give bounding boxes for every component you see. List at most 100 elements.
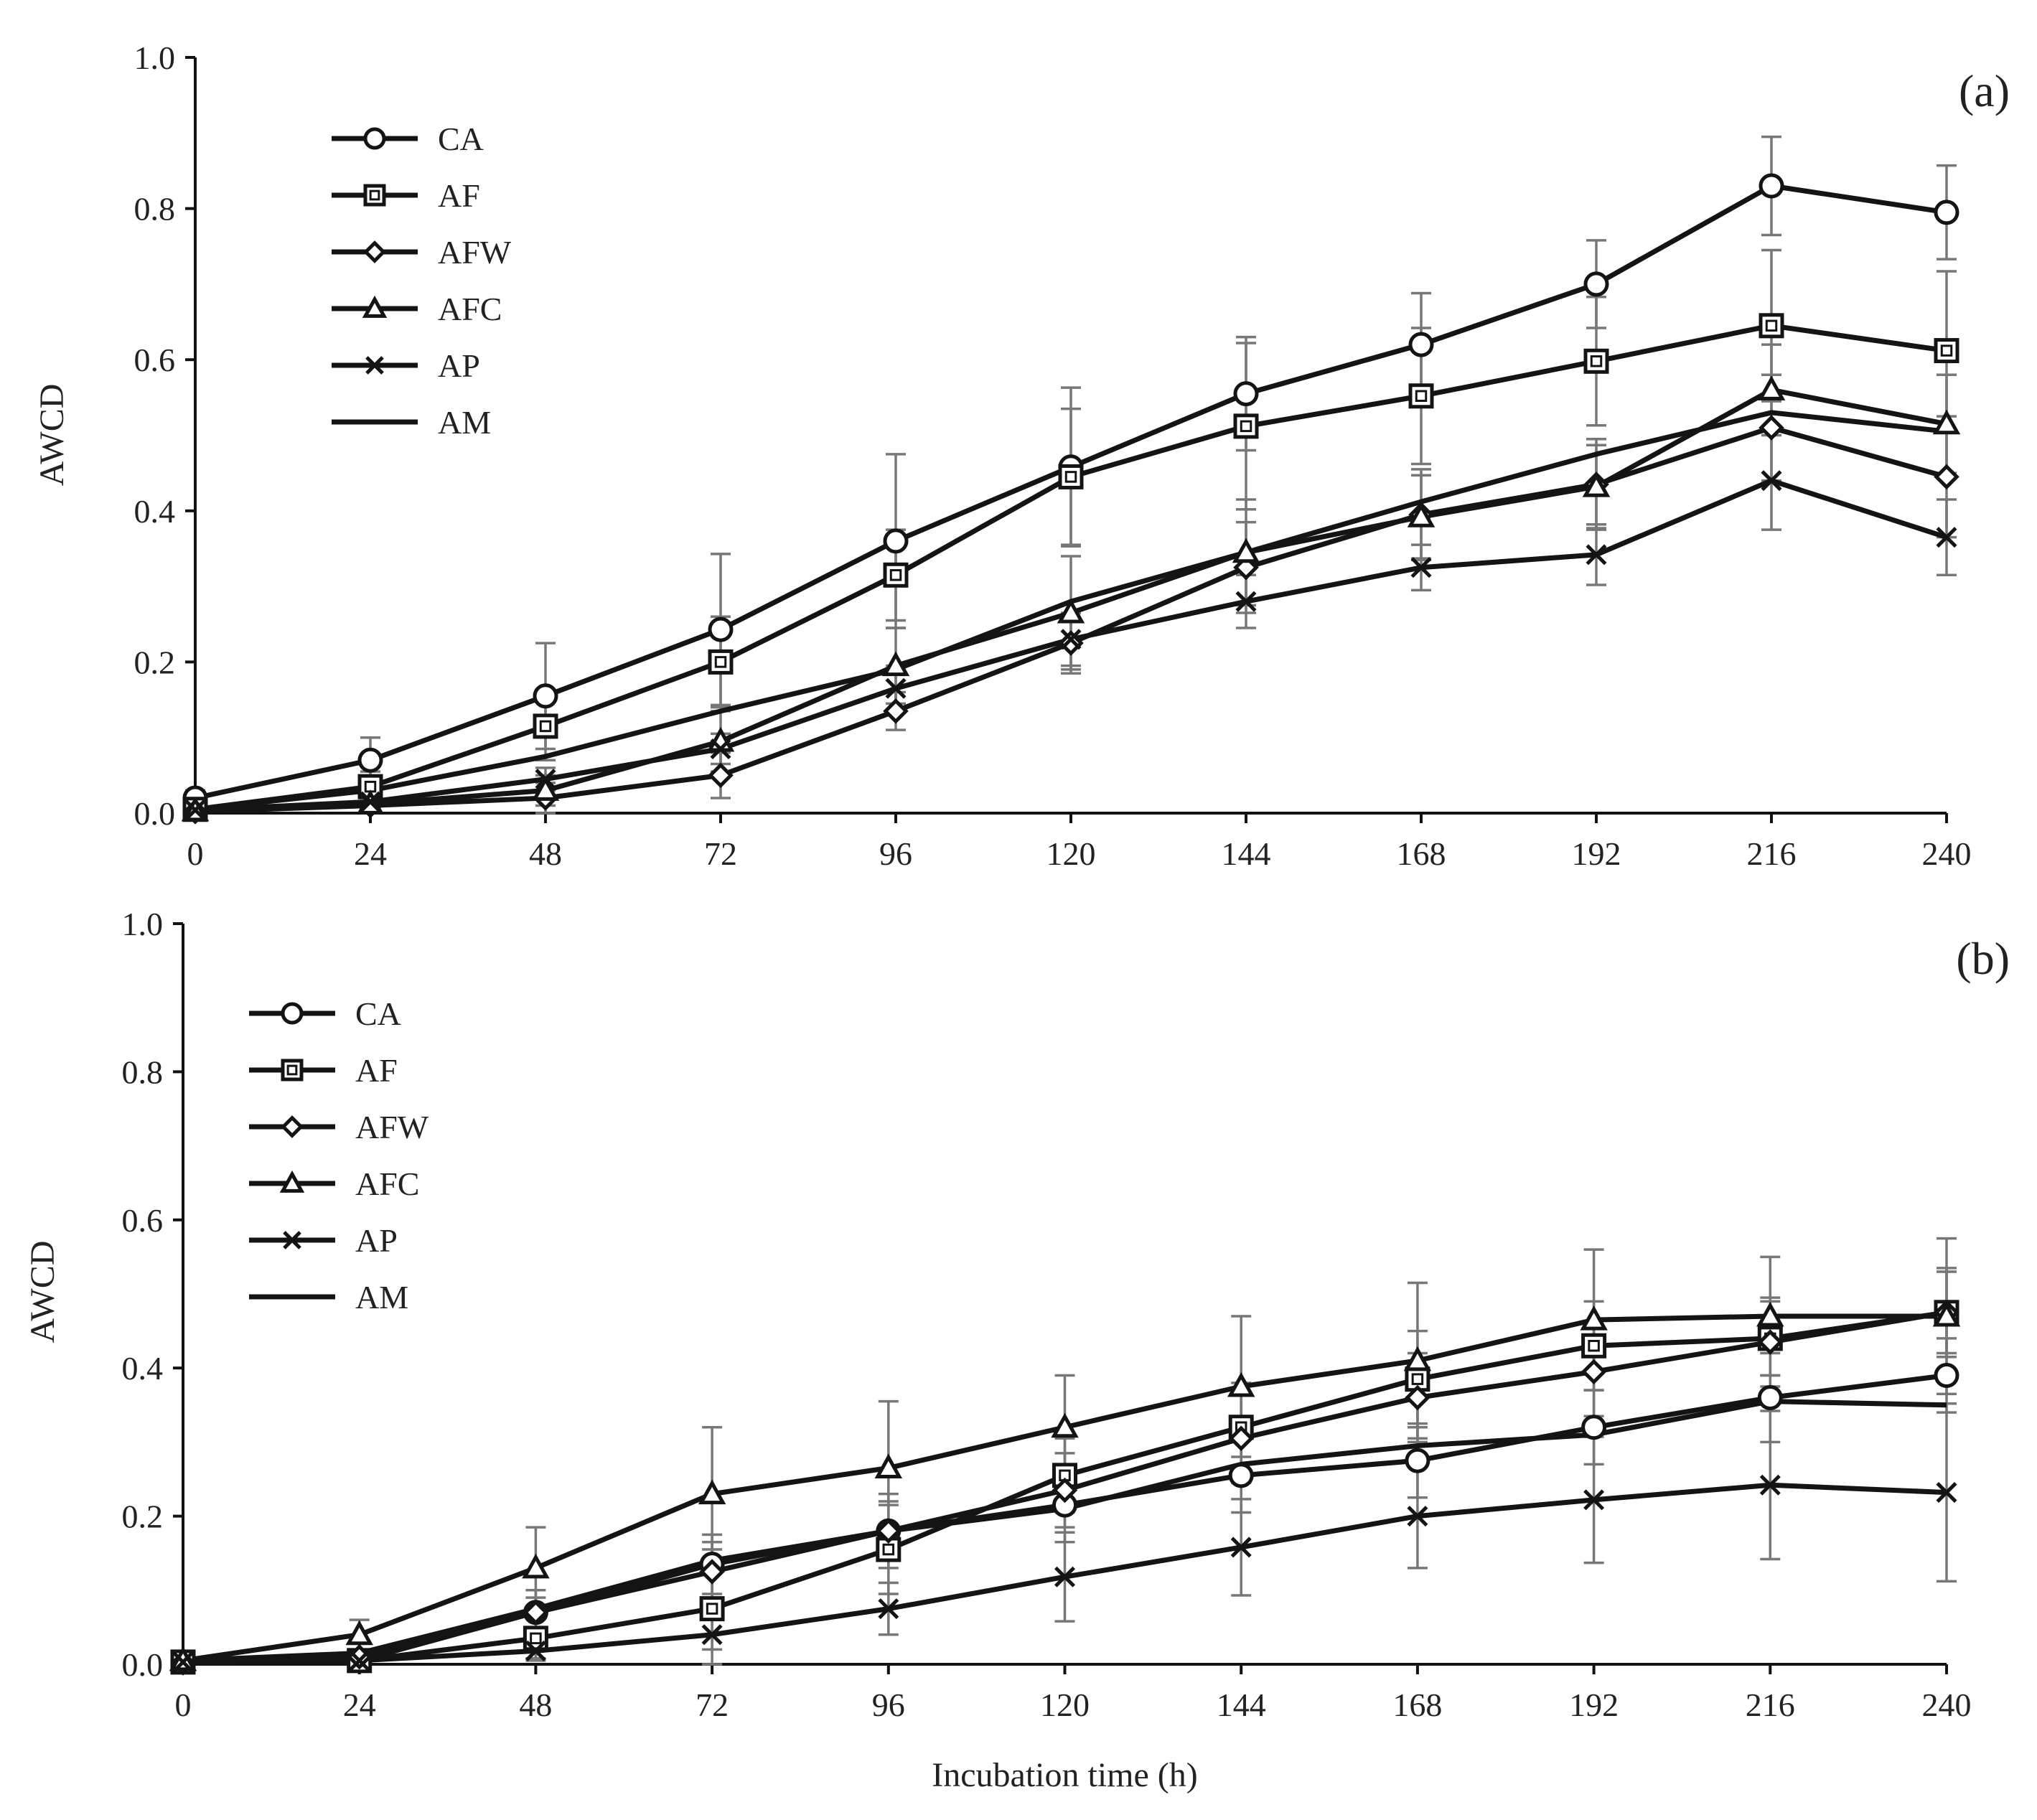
panel-b-series-ap-point-stroke-2: [1230, 1537, 1252, 1558]
panel-a-x-tick-label: 216: [1747, 835, 1797, 872]
panel-a-x-tick-label: 120: [1046, 835, 1096, 872]
panel-a-series-ap-point-stroke-2: [1761, 470, 1782, 492]
panel-a-x-tick-label: 24: [354, 835, 387, 872]
panel-b-legend-marker-ca: [281, 1002, 304, 1025]
panel-b-x-tick-label: 48: [519, 1687, 552, 1723]
panel-a-legend-label-am: AM: [438, 404, 491, 441]
panel-b-series-ca-point: [1405, 1448, 1430, 1473]
panel-a-x-tick-label: 48: [529, 835, 562, 872]
panel-a-series-af-point-inner: [1064, 471, 1077, 483]
panel-b-series-ap-point-stroke-2: [878, 1598, 899, 1620]
panel-a-y-tick-label: 0.2: [134, 644, 176, 680]
panel-a-series-ca-point: [533, 683, 558, 709]
panel-b-series-ap-point-stroke-2: [1054, 1566, 1076, 1587]
panel-a-legend-label-af: AF: [438, 177, 480, 214]
panel-b-series-af-point: [699, 1596, 725, 1622]
panel-a-legend-label-afw: AFW: [438, 234, 512, 271]
panel-b-legend-label-ap: AP: [355, 1222, 398, 1259]
panel-a-series-ap-point-stroke-2: [1060, 629, 1082, 650]
panel-a-series-ap-point-stroke-2: [710, 738, 731, 760]
panel-a-series-afw-point: [1058, 630, 1084, 656]
panel-a-series-afc-point: [881, 651, 910, 677]
panel-b-legend-label-af: AF: [355, 1052, 398, 1089]
panel-a-series-ca-point: [1583, 271, 1609, 297]
panel-b-legend-label-ca: CA: [355, 995, 401, 1032]
panel-a-series-ap-point: [710, 738, 731, 760]
panel-a-series-af-point-inner: [1765, 319, 1778, 332]
panel-b-series-ap-point-stroke-2: [701, 1624, 723, 1646]
panel-a-x-tick-label: 0: [187, 835, 204, 872]
panel-b-series-afw-point: [1757, 1329, 1784, 1355]
panel-a-legend-marker-afc: [362, 295, 388, 318]
panel-b-series-ap-point: [1936, 1482, 1957, 1504]
panel-b-series-afc-point: [874, 1453, 903, 1479]
panel-b-legend-item-ca: CA: [249, 995, 401, 1032]
panel-b-series-ca-point: [1581, 1415, 1607, 1440]
panel-a-panel-label: (a): [1959, 65, 2010, 116]
panel-a-series-afc-point: [1932, 409, 1961, 435]
panel-b-series-ap-point-stroke-2: [349, 1650, 370, 1671]
panel-b-x-tick-label: 168: [1392, 1687, 1442, 1723]
panel-a-series-ca-point: [1759, 173, 1784, 199]
panel-a-series-ap-point-stroke-2: [535, 769, 556, 790]
panel-b-legend-label-afw: AFW: [355, 1109, 429, 1145]
panel-b-series-afw-point: [1405, 1384, 1430, 1411]
panel-b-legend-marker-ap-stroke-2: [283, 1231, 301, 1249]
panel-b-series-afc-point: [1403, 1346, 1432, 1371]
panel-b-series-af-point: [1581, 1333, 1607, 1359]
panel-a-series-ap-point: [885, 677, 907, 699]
panel-a-series-afc-point: [1232, 538, 1260, 563]
panel-a-chart: 0.0 0.2 0.4 0.6 0.8 1.0 0 24 48 72 96 120 144 168 192 2…: [33, 39, 2010, 872]
panel-b-series-afc-point: [1580, 1305, 1608, 1331]
panel-b-series-ap-point-stroke-2: [1936, 1482, 1957, 1504]
panel-a-series-afw-point: [1759, 415, 1784, 441]
panel-b-series-af-point-inner: [706, 1603, 718, 1615]
panel-a-series-af-point-inner: [889, 569, 902, 581]
panel-a-legend-marker-afw: [363, 240, 386, 263]
panel-b-x-tick-label: 240: [1922, 1687, 1972, 1723]
panel-a-series-ca-point: [1934, 200, 1959, 225]
panel-b-series-afw-point: [1228, 1425, 1254, 1452]
panel-b-series-af-point-inner: [1411, 1373, 1424, 1385]
panel-a-series-af-point: [1058, 464, 1084, 489]
panel-b-legend-marker-af-inner: [286, 1064, 298, 1076]
panel-a-series-ap-point: [1936, 527, 1957, 548]
panel-b-legend-item-afw: AFW: [249, 1109, 429, 1145]
panel-a-legend-label-ca: CA: [438, 121, 484, 157]
panel-a-series-afc-point: [1582, 472, 1611, 497]
panel-a-series-af-point: [1583, 348, 1609, 374]
panel-b-x-axis-title: Incubation time (h): [932, 1756, 1198, 1794]
panel-b-legend-item-af: AF: [249, 1052, 398, 1089]
panel-b-series-af-point-inner: [1588, 1339, 1600, 1352]
panel-a-series-ap-point-stroke-2: [1410, 557, 1432, 578]
panel-a-series-ap-point-stroke-2: [1586, 544, 1607, 566]
panel-b-series-afw-point: [1052, 1477, 1078, 1504]
panel-a-series-af-point-inner: [1590, 355, 1603, 367]
panel-a-legend: CA AF AFW AFC AP AM: [332, 121, 512, 441]
panel-b-legend-marker-af: [281, 1059, 304, 1082]
panel-b-y-tick-label: 0.4: [122, 1350, 164, 1387]
panel-b-series-ap-point-stroke-2: [1759, 1474, 1781, 1496]
panel-b-series-afc-point: [698, 1479, 726, 1505]
panel-b-series-ap-point-stroke-2: [172, 1651, 194, 1673]
panel-b-series-af-point-inner: [530, 1632, 542, 1645]
panel-b-legend: CA AF AFW AFC AP AM: [249, 995, 429, 1315]
panel-a-series-af-point-inner: [714, 656, 727, 668]
panel-b-series-afc-point: [169, 1646, 197, 1671]
panel-a-series-afc-point: [1407, 502, 1436, 527]
panel-b-series-ap-point: [349, 1650, 370, 1671]
panel-b-series-afc-point: [1227, 1371, 1255, 1397]
panel-a-series-afw-point: [1934, 464, 1959, 490]
panel-b-series-ap-point: [525, 1640, 546, 1661]
panel-b-x-tick-label: 24: [343, 1687, 376, 1723]
panel-b-series-afw-point: [876, 1518, 902, 1544]
panel-b-series-ap-point: [878, 1598, 899, 1620]
panel-a-series-ap-point: [535, 769, 556, 790]
panel-b-y-tick-label: 0.8: [122, 1054, 164, 1090]
panel-b-legend-marker-afw: [281, 1115, 304, 1138]
panel-a-series-af-point: [1233, 413, 1259, 439]
panel-a-series-afc-point: [531, 776, 560, 801]
panel-a-series-ap-point-stroke-2: [1235, 591, 1257, 612]
panel-b-legend-marker-ap: [283, 1231, 301, 1249]
